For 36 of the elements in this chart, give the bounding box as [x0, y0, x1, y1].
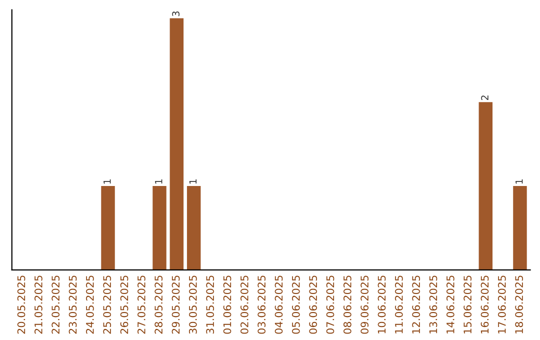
- x-tick-label: 20.05.2025: [17, 276, 26, 334]
- x-tick-label: 30.05.2025: [188, 276, 197, 334]
- data-label: 1: [155, 179, 162, 184]
- x-tick-label: 18.06.2025: [515, 276, 524, 334]
- x-tick-label: 22.05.2025: [52, 276, 60, 334]
- x-tick-label: 21.05.2025: [34, 276, 42, 334]
- data-label: 1: [516, 179, 523, 184]
- x-tick-label: 24.05.2025: [86, 276, 94, 334]
- x-tick-label: 15.06.2025: [464, 276, 472, 334]
- data-label: 1: [189, 179, 197, 184]
- x-tick-label: 31.05.2025: [206, 276, 214, 334]
- x-tick-label: 16.06.2025: [480, 276, 489, 334]
- x-tick-label: 06.06.2025: [309, 276, 318, 334]
- x-tick-label: 07.06.2025: [326, 276, 334, 334]
- x-tick-label: 11.06.2025: [394, 276, 403, 334]
- data-label: 3: [172, 11, 180, 16]
- x-tick-label: 13.06.2025: [429, 276, 438, 334]
- x-tick-label: 14.06.2025: [446, 276, 454, 334]
- x-tick-label: 01.06.2025: [223, 276, 232, 334]
- x-tick-label: 17.06.2025: [498, 276, 506, 334]
- data-label: 2: [481, 96, 488, 100]
- x-tick-label: 02.06.2025: [240, 276, 248, 334]
- data-label: 1: [104, 179, 111, 184]
- x-tick-label: 27.05.2025: [137, 276, 146, 334]
- x-tick-label: 03.06.2025: [258, 276, 266, 334]
- x-tick-label: 10.06.2025: [378, 276, 386, 334]
- x-tick-label: 05.06.2025: [292, 276, 300, 334]
- x-tick-label: 29.05.2025: [172, 276, 180, 334]
- x-tick-label: 09.06.2025: [360, 276, 369, 334]
- x-tick-label: 28.05.2025: [154, 276, 163, 334]
- x-tick-label: 04.06.2025: [274, 276, 283, 334]
- x-tick-label: 08.06.2025: [343, 276, 352, 334]
- x-tick-label: 25.05.2025: [103, 276, 112, 334]
- x-tick-label: 26.05.2025: [120, 276, 128, 334]
- x-tick-label: 12.06.2025: [412, 276, 420, 334]
- x-tick-label: 23.05.2025: [68, 276, 77, 334]
